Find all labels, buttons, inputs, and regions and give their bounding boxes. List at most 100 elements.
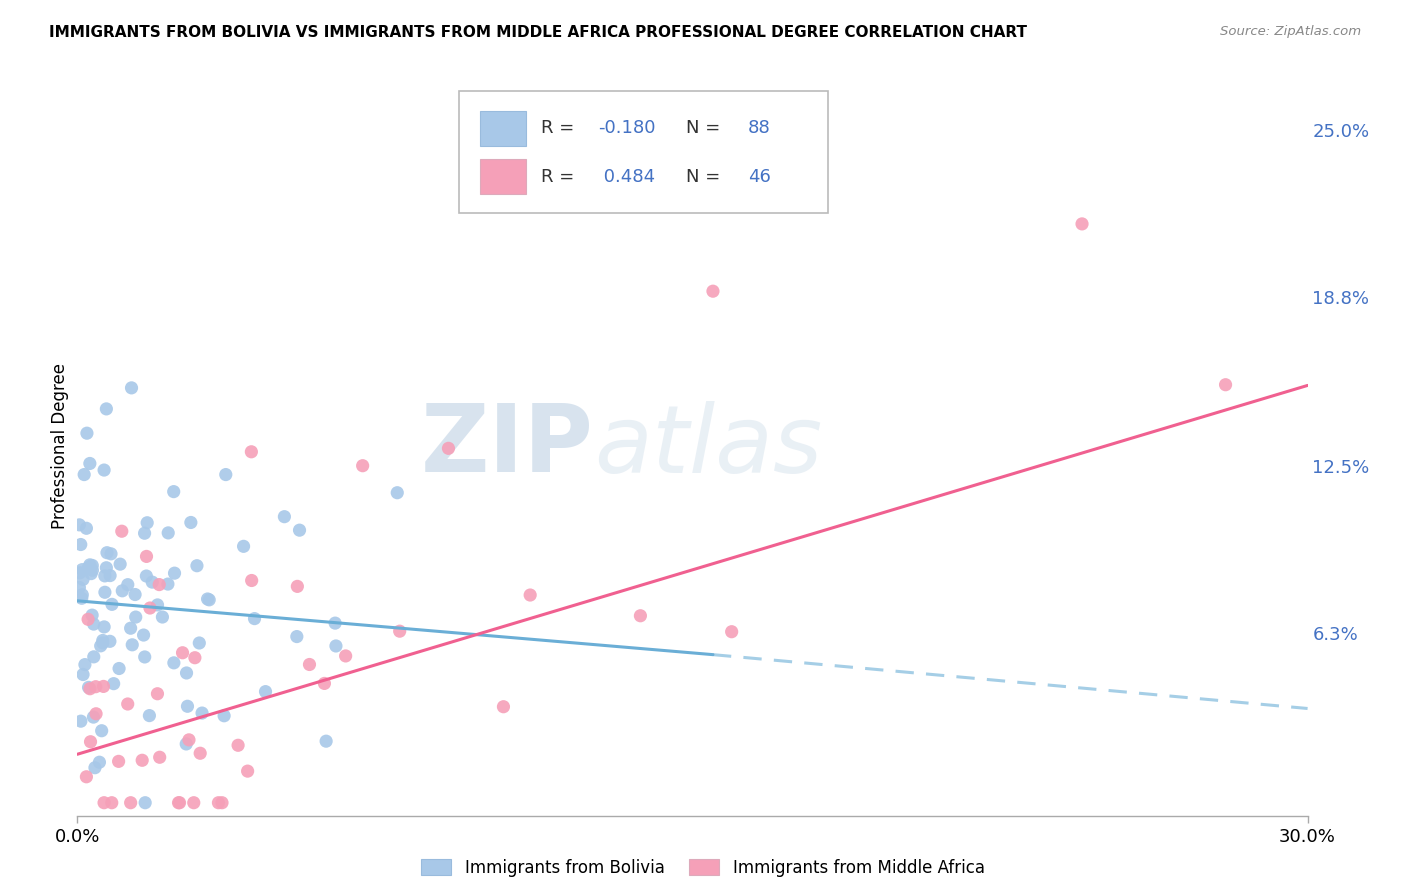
Point — [100, 796, 122, 810]
Point — [156, 577, 179, 591]
Point — [72, 588, 94, 602]
Point — [146, 687, 169, 701]
Text: atlas: atlas — [595, 401, 823, 491]
Point — [121, 638, 143, 652]
Point — [146, 598, 169, 612]
Point — [141, 575, 163, 590]
Point — [207, 796, 229, 810]
Point — [176, 665, 198, 680]
Point — [188, 636, 211, 650]
Point — [177, 732, 200, 747]
Point — [69, 714, 91, 728]
Point — [157, 525, 180, 540]
Point — [79, 457, 101, 471]
Point — [135, 549, 157, 564]
Point — [298, 657, 321, 672]
Point — [273, 509, 295, 524]
Point — [152, 610, 174, 624]
Point — [134, 796, 156, 810]
Point — [720, 624, 742, 639]
Point — [90, 723, 112, 738]
Point — [73, 657, 96, 672]
Point — [124, 588, 146, 602]
Point — [172, 646, 194, 660]
Text: ZIP: ZIP — [422, 400, 595, 492]
Point — [82, 558, 104, 573]
Point — [232, 539, 254, 553]
Text: Source: ZipAtlas.com: Source: ZipAtlas.com — [1220, 25, 1361, 38]
Point — [215, 467, 238, 482]
Point — [77, 560, 100, 574]
Point — [79, 735, 101, 749]
Point — [191, 706, 214, 720]
Point — [108, 661, 131, 675]
Point — [387, 485, 409, 500]
Point — [82, 608, 104, 623]
Point — [176, 699, 198, 714]
Point — [184, 650, 207, 665]
Point — [75, 521, 97, 535]
Point — [315, 734, 337, 748]
Point — [180, 516, 202, 530]
Point — [437, 442, 460, 456]
Text: N =: N = — [686, 120, 727, 137]
Bar — [479, 159, 526, 194]
Point — [100, 547, 122, 561]
Text: N =: N = — [686, 169, 727, 186]
Point — [70, 591, 93, 606]
Point — [120, 796, 142, 810]
Point — [101, 598, 124, 612]
Text: -0.180: -0.180 — [598, 120, 655, 137]
Point — [75, 770, 97, 784]
Point — [90, 639, 112, 653]
Point — [79, 558, 101, 572]
Legend: Immigrants from Bolivia, Immigrants from Middle Africa: Immigrants from Bolivia, Immigrants from… — [422, 858, 984, 877]
Point — [323, 616, 346, 631]
Point — [91, 636, 114, 650]
Point — [69, 537, 91, 551]
Point — [254, 684, 277, 698]
Point — [96, 560, 118, 574]
Text: R =: R = — [541, 169, 581, 186]
Point — [69, 566, 91, 580]
Point — [84, 680, 107, 694]
Point — [79, 681, 101, 696]
Point — [125, 610, 148, 624]
Point — [243, 612, 266, 626]
Point — [96, 546, 118, 560]
Point — [111, 524, 134, 539]
Bar — [479, 111, 526, 146]
Point — [139, 601, 162, 615]
Point — [519, 588, 541, 602]
FancyBboxPatch shape — [458, 91, 828, 213]
Point — [314, 676, 336, 690]
Point — [76, 426, 98, 441]
Point — [93, 463, 115, 477]
Point — [93, 796, 115, 810]
Point — [80, 566, 103, 581]
Point — [325, 639, 347, 653]
Text: 88: 88 — [748, 120, 770, 137]
Point — [67, 581, 90, 595]
Point — [240, 574, 263, 588]
Point — [388, 624, 411, 639]
Point — [198, 592, 221, 607]
Point — [93, 680, 115, 694]
Point — [96, 401, 118, 416]
Point — [149, 750, 172, 764]
Point — [1215, 377, 1237, 392]
Point — [240, 444, 263, 458]
Point — [163, 656, 186, 670]
Point — [212, 708, 235, 723]
Point — [84, 706, 107, 721]
Point — [83, 617, 105, 632]
Point — [183, 796, 205, 810]
Point — [98, 568, 121, 582]
Point — [226, 739, 249, 753]
Point — [93, 620, 115, 634]
Point — [77, 612, 100, 626]
Text: IMMIGRANTS FROM BOLIVIA VS IMMIGRANTS FROM MIDDLE AFRICA PROFESSIONAL DEGREE COR: IMMIGRANTS FROM BOLIVIA VS IMMIGRANTS FR… — [49, 25, 1028, 40]
Point — [103, 676, 125, 690]
Point — [197, 592, 219, 607]
Point — [120, 621, 142, 635]
